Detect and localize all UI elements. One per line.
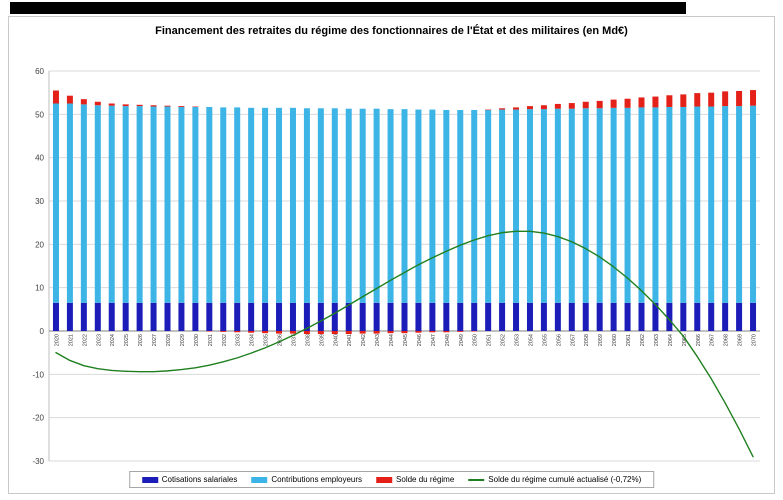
svg-text:2068: 2068 — [724, 334, 730, 346]
svg-text:2023: 2023 — [96, 334, 102, 346]
svg-text:30: 30 — [35, 197, 44, 206]
svg-text:20: 20 — [35, 240, 44, 249]
svg-text:2054: 2054 — [528, 334, 534, 346]
svg-text:2042: 2042 — [361, 334, 367, 346]
line-solde-cumule — [55, 230, 754, 458]
svg-text:2037: 2037 — [291, 334, 297, 346]
svg-text:2044: 2044 — [389, 334, 395, 346]
svg-text:2067: 2067 — [710, 334, 716, 346]
svg-text:2022: 2022 — [82, 334, 88, 346]
svg-text:2034: 2034 — [250, 334, 256, 346]
svg-text:2020: 2020 — [54, 334, 60, 346]
svg-text:2026: 2026 — [138, 334, 144, 346]
chart-title: Financement des retraites du régime des … — [155, 25, 628, 37]
legend-item-solde-cumule: Solde du régime cumulé actualisé (-0,72%… — [468, 475, 641, 484]
svg-text:2049: 2049 — [459, 334, 465, 346]
legend-marker-solde-cumule-line — [468, 478, 485, 481]
svg-text:2063: 2063 — [654, 334, 660, 346]
legend-marker-cotisations-salariales — [141, 476, 158, 483]
svg-text:2058: 2058 — [584, 334, 590, 346]
svg-text:2021: 2021 — [68, 334, 74, 346]
svg-text:2035: 2035 — [264, 334, 270, 346]
svg-text:2047: 2047 — [431, 334, 437, 346]
legend-item-cotisations-salariales: Cotisations salariales — [141, 475, 238, 484]
svg-text:2052: 2052 — [501, 334, 507, 346]
legend-label-cotisations-salariales: Cotisations salariales — [161, 475, 238, 484]
legend-marker-contributions-employeurs — [251, 476, 268, 483]
svg-text:2057: 2057 — [570, 334, 576, 346]
svg-text:2070: 2070 — [752, 334, 758, 346]
svg-text:40: 40 — [35, 154, 44, 163]
svg-text:2066: 2066 — [696, 334, 702, 346]
svg-text:2030: 2030 — [194, 334, 200, 346]
svg-text:2056: 2056 — [556, 334, 562, 346]
svg-text:2064: 2064 — [668, 334, 674, 346]
legend-label-contributions-employeurs: Contributions employeurs — [271, 475, 363, 484]
svg-text:2025: 2025 — [124, 334, 130, 346]
svg-text:2051: 2051 — [487, 334, 493, 346]
svg-text:2027: 2027 — [152, 334, 158, 346]
svg-text:2046: 2046 — [417, 334, 423, 346]
svg-text:0: 0 — [40, 327, 45, 336]
svg-text:2039: 2039 — [319, 334, 325, 346]
y-axis-labels: -30 -20 -10 0 10 20 30 40 50 60 — [32, 67, 44, 466]
svg-text:2053: 2053 — [515, 334, 521, 346]
svg-text:2029: 2029 — [180, 334, 186, 346]
svg-text:2038: 2038 — [305, 334, 311, 346]
svg-text:2024: 2024 — [110, 334, 116, 346]
legend: Cotisations salariales Contributions emp… — [128, 471, 655, 488]
chart-panel: Financement des retraites du régime des … — [8, 16, 775, 494]
bars-contributions-employeurs — [52, 103, 757, 303]
legend-label-solde-du-regime: Solde du régime — [396, 475, 455, 484]
svg-text:2041: 2041 — [347, 334, 353, 346]
svg-text:2043: 2043 — [375, 334, 381, 346]
svg-text:50: 50 — [35, 110, 44, 119]
legend-label-solde-cumule: Solde du régime cumulé actualisé (-0,72%… — [488, 475, 642, 484]
svg-text:2040: 2040 — [333, 334, 339, 346]
svg-text:2059: 2059 — [598, 334, 604, 346]
svg-text:60: 60 — [35, 67, 44, 76]
svg-text:2060: 2060 — [612, 334, 618, 346]
svg-text:-10: -10 — [32, 370, 44, 379]
svg-text:2045: 2045 — [403, 334, 409, 346]
svg-text:-30: -30 — [32, 457, 44, 466]
svg-text:2036: 2036 — [278, 334, 284, 346]
svg-text:2065: 2065 — [682, 334, 688, 346]
svg-text:2061: 2061 — [626, 334, 632, 346]
top-black-bar — [10, 2, 686, 14]
svg-text:2048: 2048 — [445, 334, 451, 346]
svg-text:2032: 2032 — [222, 334, 228, 346]
bars-solde-du-regime — [52, 90, 757, 335]
svg-text:2050: 2050 — [473, 334, 479, 346]
svg-text:2055: 2055 — [542, 334, 548, 346]
svg-text:2028: 2028 — [166, 334, 172, 346]
legend-item-solde-du-regime: Solde du régime — [376, 475, 454, 484]
svg-text:2033: 2033 — [236, 334, 242, 346]
x-axis-labels: 2020 2021 2022 2023 2024 2025 2026 2027 2028 2029… — [54, 334, 757, 346]
svg-text:2062: 2062 — [640, 334, 646, 346]
bars-cotisations-salariales — [52, 302, 757, 331]
legend-marker-solde-du-regime — [376, 476, 393, 483]
svg-text:2031: 2031 — [208, 334, 214, 346]
svg-text:10: 10 — [35, 284, 44, 293]
svg-text:2069: 2069 — [738, 334, 744, 346]
legend-item-contributions-employeurs: Contributions employeurs — [251, 475, 362, 484]
svg-text:-20: -20 — [32, 414, 44, 423]
